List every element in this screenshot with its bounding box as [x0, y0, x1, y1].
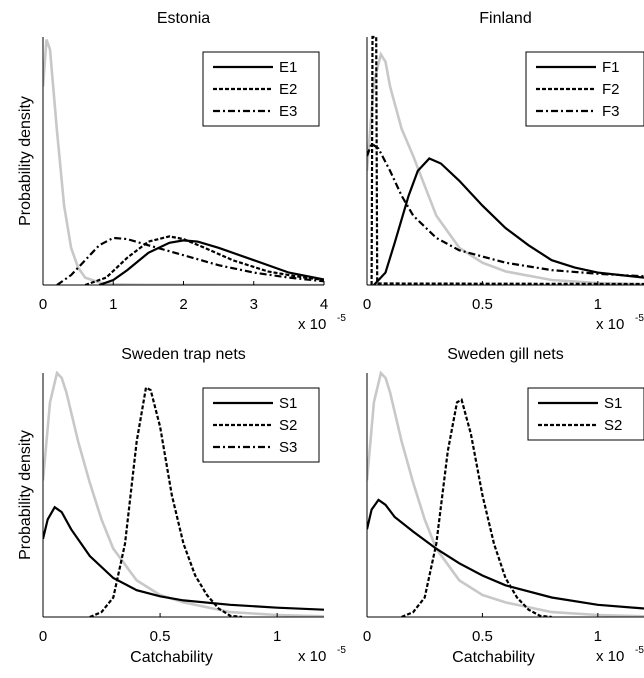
series-line-s2	[89, 385, 243, 617]
x-multiplier: x 10	[596, 648, 624, 665]
plot-area	[367, 371, 644, 617]
plot-area	[43, 371, 324, 617]
series-line-s1	[367, 498, 644, 610]
x-multiplier-exponent: -5	[337, 645, 346, 656]
series-line-s2	[401, 398, 552, 617]
series-line-f3	[367, 141, 644, 278]
x-multiplier-exponent: -5	[337, 313, 346, 324]
x-multiplier: x 10	[298, 648, 326, 665]
legend-label-f2: F2	[602, 81, 620, 98]
x-tick-label: 0	[363, 296, 371, 313]
prior-curve	[43, 371, 324, 617]
x-tick-label: 3	[250, 296, 258, 313]
legend-label-s1: S1	[604, 395, 622, 412]
prior-curve	[367, 371, 644, 617]
series-line-s1	[43, 505, 324, 611]
x-tick-label: 1	[594, 628, 602, 645]
chart-panel-3: Sweden trap nets 0 0.5 1 x 10 -5 Catchability P…	[17, 346, 346, 666]
series-line-e2	[84, 235, 324, 285]
series-line-e3	[56, 236, 324, 285]
legend: E1 E2 E3	[202, 51, 320, 127]
x-tick-label: 2	[179, 296, 187, 313]
x-tick-label: 1	[109, 296, 117, 313]
legend-label-s3: S3	[279, 439, 297, 456]
x-tick-label: 0.5	[150, 628, 171, 645]
series-line-f2	[370, 35, 644, 285]
x-multiplier-exponent: -5	[635, 645, 644, 656]
prior-curve	[367, 51, 644, 285]
x-tick-label: 0	[39, 628, 47, 645]
x-axis-label: Catchability	[130, 649, 213, 666]
legend-label-e1: E1	[279, 59, 297, 76]
x-multiplier: x 10	[596, 316, 624, 333]
prior-curve	[43, 39, 324, 285]
chart-title: Estonia	[157, 10, 210, 27]
legend-label-e2: E2	[279, 81, 297, 98]
x-tick-label: 0	[39, 296, 47, 313]
x-axis-label: Catchability	[452, 649, 535, 666]
plot-area	[367, 35, 644, 285]
chart-title: Sweden trap nets	[121, 346, 246, 363]
chart-panel-4: Sweden gill nets 0 0.5 1 x 10 -5 Catchability S…	[363, 346, 644, 666]
plot-area	[43, 39, 324, 285]
legend-label-e3: E3	[279, 103, 297, 120]
x-tick-label: 0	[363, 628, 371, 645]
chart-title: Sweden gill nets	[447, 346, 564, 363]
x-multiplier-exponent: -5	[635, 313, 644, 324]
x-multiplier: x 10	[298, 316, 326, 333]
x-tick-label: 0.5	[472, 628, 493, 645]
legend-label-s2: S2	[279, 417, 297, 434]
series-line-f1	[373, 157, 644, 285]
x-tick-label: 1	[273, 628, 281, 645]
legend-box	[527, 387, 644, 441]
x-tick-label: 4	[320, 296, 328, 313]
legend: S1 S2 S3	[202, 387, 320, 463]
chart-title: Finland	[479, 10, 531, 27]
x-tick-label: 0.5	[472, 296, 493, 313]
legend-label-s1: S1	[279, 395, 297, 412]
x-tick-label: 1	[594, 296, 602, 313]
chart-panel-2: Finland 0 0.5 1 x 10 -5 F1 F2 F3	[363, 10, 644, 333]
y-axis-label: Probability density	[17, 430, 34, 560]
legend-label-f1: F1	[602, 59, 620, 76]
legend-label-f3: F3	[602, 103, 620, 120]
y-axis-label: Probability density	[17, 96, 34, 226]
legend-label-s2: S2	[604, 417, 622, 434]
legend: F1 F2 F3	[525, 51, 644, 127]
series-line-e1	[98, 239, 324, 285]
